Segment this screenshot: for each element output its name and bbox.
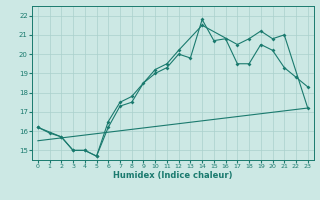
X-axis label: Humidex (Indice chaleur): Humidex (Indice chaleur) [113, 171, 233, 180]
